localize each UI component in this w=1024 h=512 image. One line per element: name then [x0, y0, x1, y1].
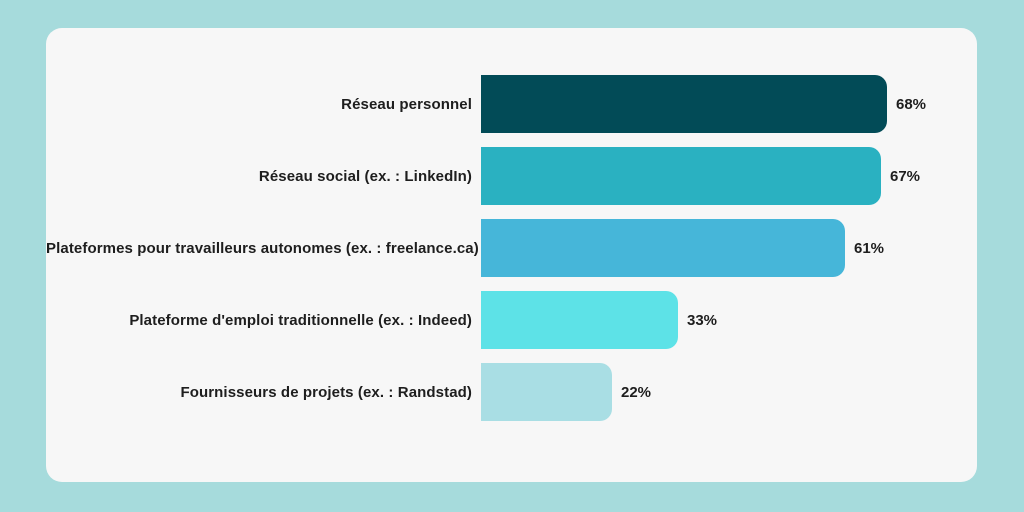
value-label: 33%: [687, 311, 718, 329]
bar-track: 22%: [481, 363, 977, 421]
chart-row: Plateforme d'emploi traditionnelle (ex. …: [46, 291, 977, 349]
category-label: Réseau social (ex. : LinkedIn): [258, 167, 472, 185]
chart-row: Plateformes pour travailleurs autonomes …: [46, 219, 977, 277]
category-label: Fournisseurs de projets (ex. : Randstad): [180, 383, 472, 401]
bar-track: 67%: [481, 147, 977, 205]
value-label: 61%: [854, 239, 885, 257]
bar: [481, 75, 887, 133]
bar: [481, 147, 881, 205]
bar-track: 61%: [481, 219, 977, 277]
bar-chart: Réseau personnel 68% Réseau social (ex. : …: [46, 75, 977, 421]
value-label: 22%: [621, 383, 652, 401]
chart-row: Réseau social (ex. : LinkedIn) 67%: [46, 147, 977, 205]
bar: [481, 219, 845, 277]
chart-row: Fournisseurs de projets (ex. : Randstad)…: [46, 363, 977, 421]
category-label: Plateformes pour travailleurs autonomes …: [46, 239, 479, 257]
value-label: 67%: [890, 167, 921, 185]
bar: [481, 291, 678, 349]
category-label: Plateforme d'emploi traditionnelle (ex. …: [129, 311, 472, 329]
chart-row: Réseau personnel 68%: [46, 75, 977, 133]
value-label: 68%: [896, 95, 927, 113]
chart-card: Réseau personnel 68% Réseau social (ex. : …: [46, 28, 977, 482]
category-label: Réseau personnel: [341, 95, 472, 113]
bar-track: 33%: [481, 291, 977, 349]
bar-track: 68%: [481, 75, 977, 133]
bar: [481, 363, 612, 421]
